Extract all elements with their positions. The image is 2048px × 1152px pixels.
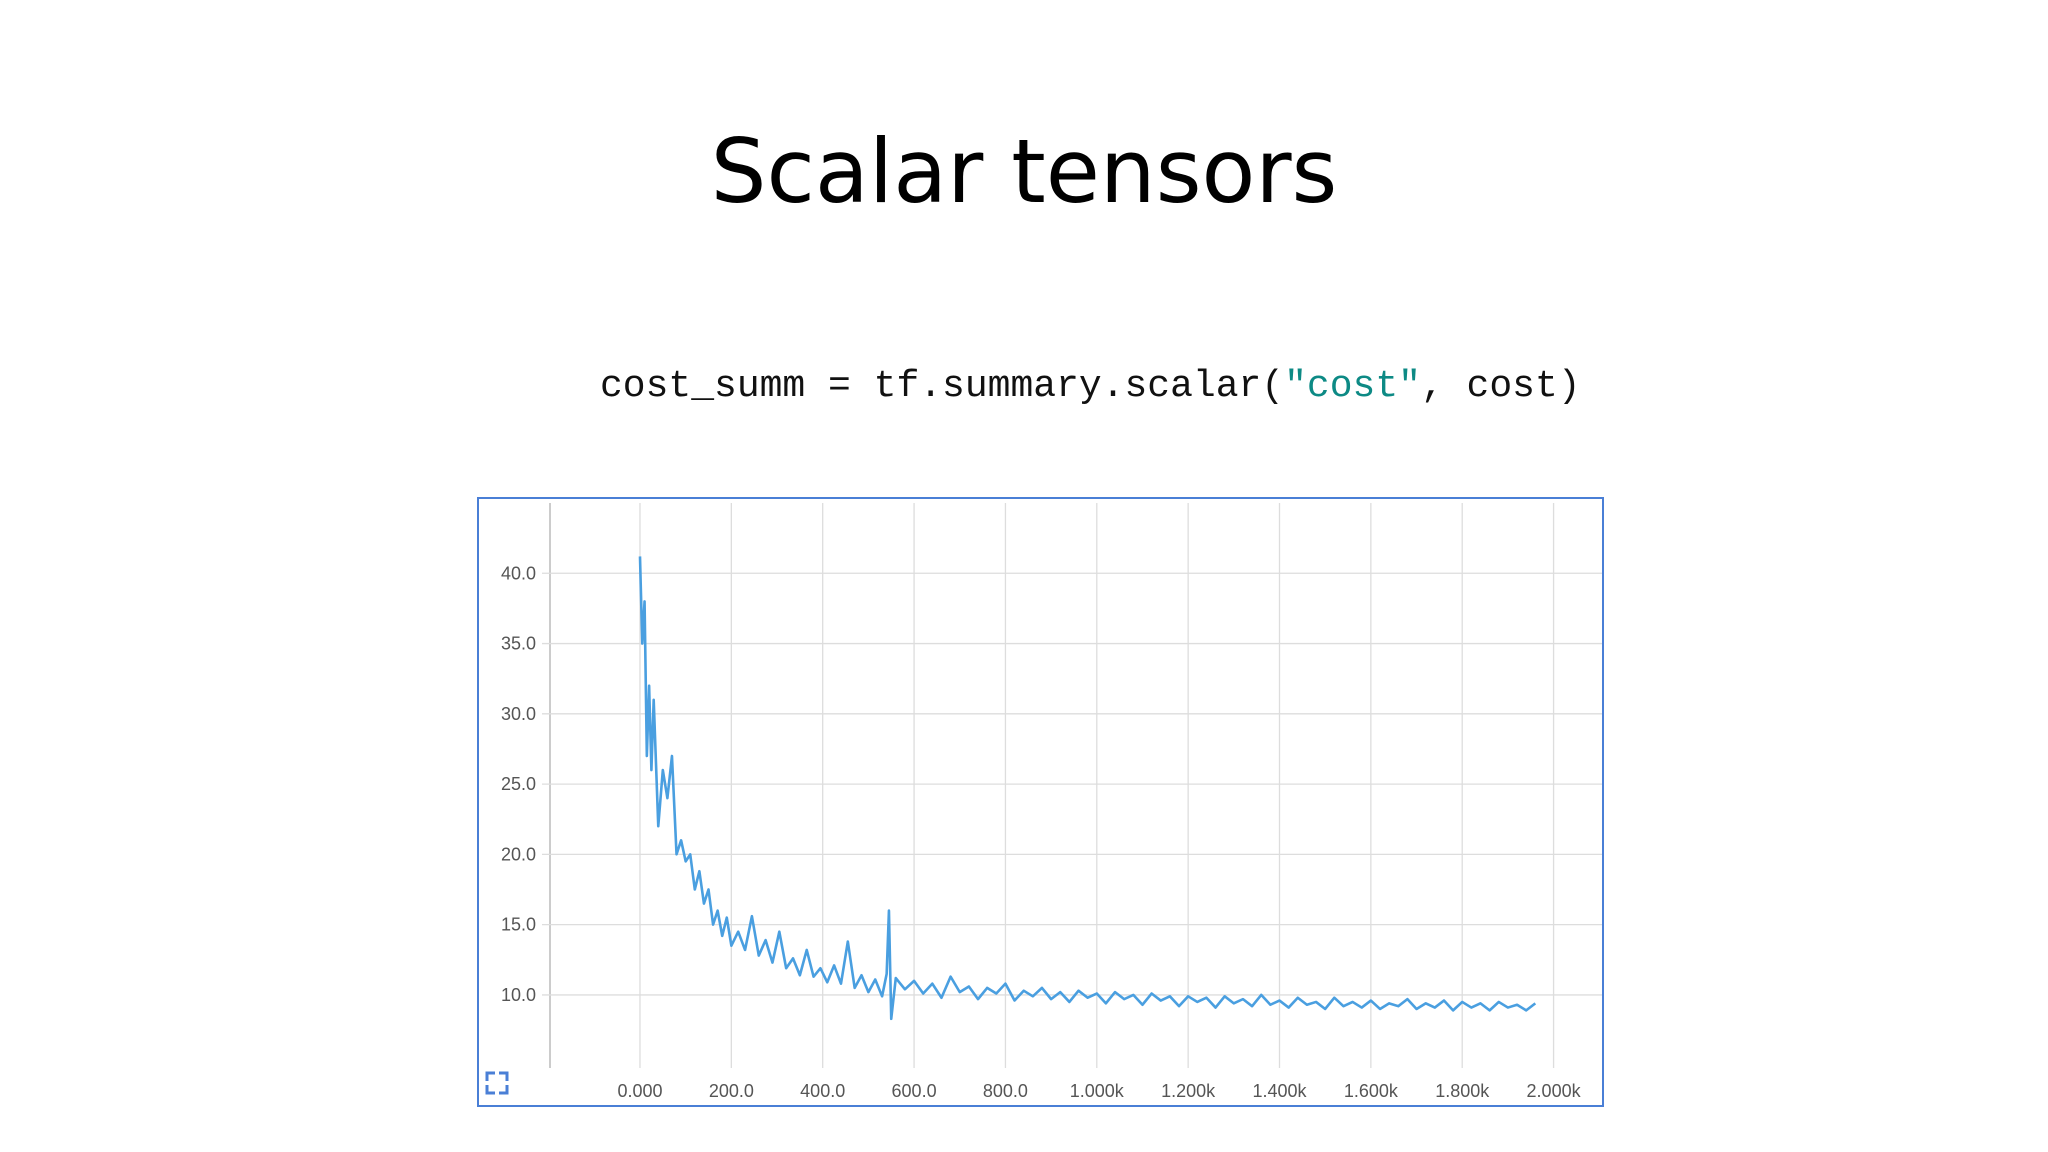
x-tick-label: 2.000k (1527, 1081, 1582, 1101)
code-string: "cost" (1284, 365, 1421, 408)
series-line (638, 556, 1537, 1021)
y-tick-label: 10.0 (501, 985, 536, 1005)
x-tick-label: 1.000k (1070, 1081, 1125, 1101)
x-tick-label: 600.0 (892, 1081, 937, 1101)
x-tick-label: 1.800k (1435, 1081, 1490, 1101)
x-tick-label: 800.0 (983, 1081, 1028, 1101)
code-suffix: , cost) (1421, 365, 1581, 408)
x-tick-label: 400.0 (800, 1081, 845, 1101)
y-tick-label: 15.0 (501, 915, 536, 935)
y-tick-label: 40.0 (501, 563, 536, 583)
y-tick-label: 35.0 (501, 634, 536, 654)
x-tick-label: 200.0 (709, 1081, 754, 1101)
x-tick-label: 0.000 (617, 1081, 662, 1101)
code-line: cost_summ = tf.summary.scalar("cost", co… (600, 365, 1581, 408)
y-tick-label: 20.0 (501, 844, 536, 864)
code-prefix: cost_summ = tf.summary.scalar( (600, 365, 1284, 408)
y-tick-label: 25.0 (501, 774, 536, 794)
fullscreen-icon[interactable] (485, 1071, 509, 1095)
slide-title: Scalar tensors (710, 120, 1338, 223)
chart-frame (477, 497, 1604, 1107)
x-tick-label: 1.200k (1161, 1081, 1216, 1101)
x-tick-label: 1.400k (1252, 1081, 1307, 1101)
y-tick-label: 30.0 (501, 704, 536, 724)
x-tick-label: 1.600k (1344, 1081, 1399, 1101)
